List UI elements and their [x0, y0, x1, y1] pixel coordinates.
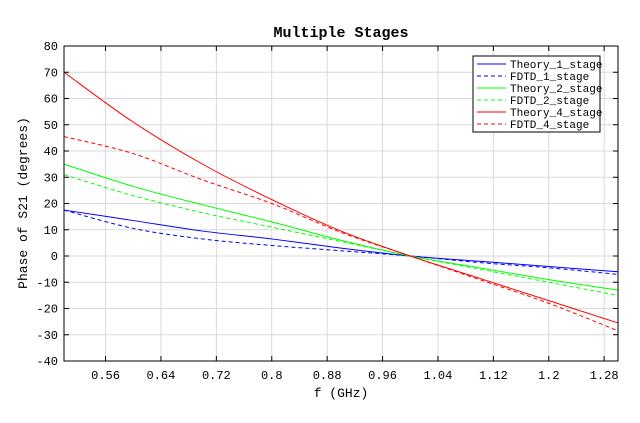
legend-label: FDTD_4_stage: [510, 120, 589, 132]
y-tick-label: 20: [44, 198, 58, 212]
x-tick-label: 0.96: [368, 369, 397, 383]
y-tick-label: 30: [44, 171, 58, 185]
legend-label: FDTD_1_stage: [510, 72, 589, 84]
y-tick-label: 80: [44, 40, 58, 54]
y-tick-label: -30: [36, 329, 58, 343]
y-tick-label: 10: [44, 224, 58, 238]
y-axis-label: Phase of S21 (degrees): [16, 117, 31, 289]
x-tick-label: 0.88: [313, 369, 342, 383]
series-line-fdtd-4-stage: [63, 136, 619, 332]
series-line-fdtd-1-stage: [63, 209, 619, 275]
legend-label: FDTD_2_stage: [510, 96, 589, 108]
series-line-theory-2-stage: [63, 163, 619, 291]
y-tick-label: -40: [36, 355, 58, 369]
chart-title: Multiple Stages: [273, 25, 408, 42]
legend-label: Theory_2_stage: [510, 84, 602, 96]
legend: Theory_1_stageFDTD_1_stageTheory_2_stage…: [472, 55, 602, 133]
legend-label: Theory_4_stage: [510, 108, 602, 120]
x-tick-label: 1.12: [479, 369, 508, 383]
legend-label: Theory_1_stage: [510, 60, 602, 72]
x-tick-label: 0.8: [261, 369, 283, 383]
x-tick-label: 1.2: [538, 369, 560, 383]
y-tick-label: 70: [44, 66, 58, 80]
axis-ticks: 0.56 0.64 0.72 0.8 0.88 0.96 1.04 1.12 1.2 1.28 -4…: [36, 40, 618, 383]
y-tick-label: -20: [36, 303, 58, 317]
x-tick-label: 0.56: [91, 369, 120, 383]
y-tick-label: 40: [44, 145, 58, 159]
series-line-fdtd-2-stage: [63, 174, 619, 296]
y-tick-label: -10: [36, 276, 58, 290]
series-line-theory-4-stage: [63, 71, 619, 324]
y-tick-label: 0: [51, 250, 58, 264]
series-line-theory-1-stage: [63, 209, 619, 273]
series-lines: [63, 71, 619, 332]
y-tick-label: 50: [44, 119, 58, 133]
legend-box: [472, 55, 601, 133]
x-tick-label: 1.04: [424, 369, 453, 383]
x-tick-label: 0.64: [147, 369, 176, 383]
x-tick-label: 1.28: [590, 369, 619, 383]
x-tick-label: 0.72: [202, 369, 231, 383]
y-tick-label: 60: [44, 93, 58, 107]
x-axis-label: f (GHz): [314, 386, 369, 401]
